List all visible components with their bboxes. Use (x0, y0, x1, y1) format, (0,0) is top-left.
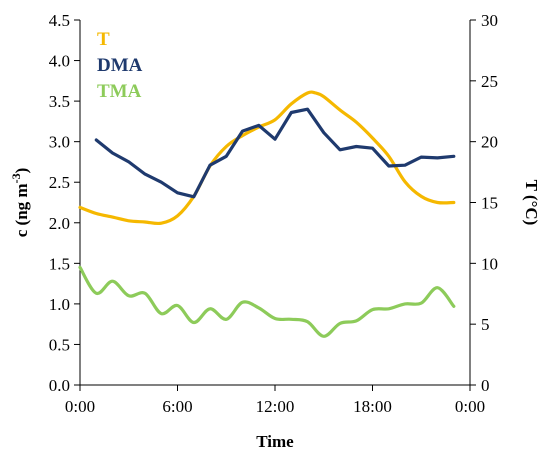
legend: T DMA TMA (97, 29, 143, 102)
legend-entry-dma: DMA (97, 55, 143, 76)
y-left-tick-label: 1.5 (49, 254, 70, 273)
y-left-tick-label: 3.5 (49, 92, 70, 111)
y-right-tick-label: 10 (481, 254, 498, 273)
y-right-tick-label: 25 (481, 72, 498, 91)
legend-entry-tma: TMA (97, 81, 142, 102)
y-left-tick-label: 4.5 (49, 11, 70, 30)
y-left-tick-label: 1.0 (49, 295, 70, 314)
x-axis-title: Time (256, 432, 294, 451)
y-left-tick-label: 3.0 (49, 133, 70, 152)
y-left-axis-title-superscript: -3 (9, 173, 23, 183)
y-right-axis-title: T (°C) (522, 180, 540, 226)
y-left-axis-title: c (ng m-3) (9, 168, 31, 238)
y-left-tick-label: 4.0 (49, 52, 70, 71)
y-right-tick-label: 15 (481, 194, 498, 213)
y-left-tick-label: 2.0 (49, 214, 70, 233)
y-right-tick-label: 20 (481, 133, 498, 152)
legend-entry-t: T (97, 29, 110, 50)
x-tick-label: 12:00 (256, 397, 295, 416)
y-left-tick-label: 2.5 (49, 173, 70, 192)
y-left-axis-title-close: ) (12, 168, 31, 174)
y-right-tick-label: 30 (481, 11, 498, 30)
x-tick-label: 6:00 (162, 397, 192, 416)
series-line-dma (94, 107, 456, 199)
x-tick-label: 0:00 (65, 397, 95, 416)
y-right-tick-label: 0 (481, 376, 490, 395)
series-layer (78, 90, 456, 338)
x-tick-label: 0:00 (455, 397, 485, 416)
x-tick-label: 18:00 (353, 397, 392, 416)
axis-titles: Time c (ng m-3) T (°C) (9, 168, 540, 451)
y-left-tick-label: 0.0 (49, 376, 70, 395)
series-line-t (78, 90, 456, 226)
y-left-axis-title-main: c (ng m (12, 183, 31, 237)
axes: 0.0 0.5 1.0 1.5 2.0 2.5 3.0 3.5 4.0 4.5 0 5 10 15 20 25… (49, 11, 498, 416)
y-right-tick-label: 5 (481, 315, 490, 334)
y-left-tick-label: 0.5 (49, 335, 70, 354)
series-line-tma (78, 265, 456, 338)
